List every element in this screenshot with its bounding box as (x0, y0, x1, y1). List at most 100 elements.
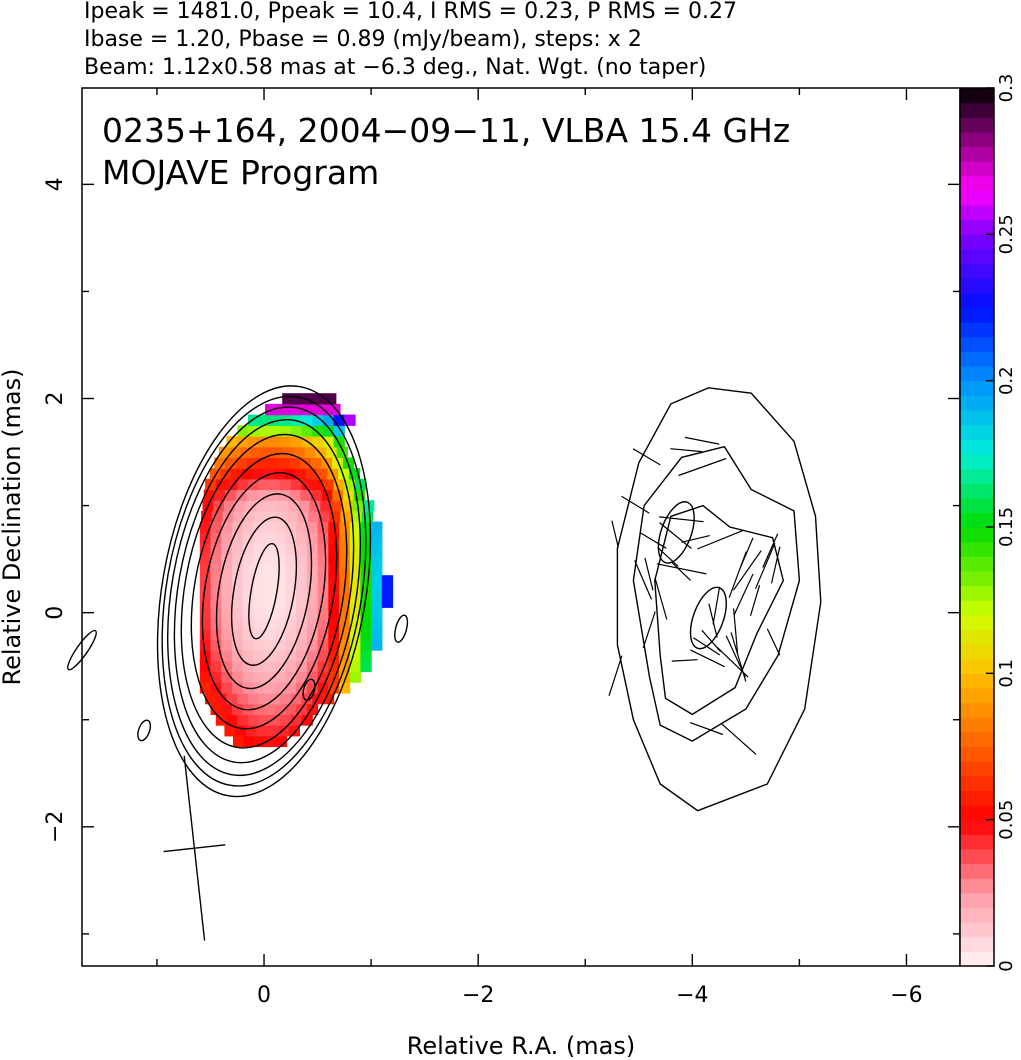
fracpol-pixel (199, 521, 212, 533)
fracpol-pixel (306, 671, 319, 683)
fracpol-pixel (322, 414, 335, 426)
fracpol-pixel (339, 682, 351, 694)
fracpol-pixel (296, 543, 308, 555)
axis-tick-labels: 0 −2 −4 −6 −2 0 2 4 (43, 177, 923, 1008)
fracpol-pixel (381, 575, 394, 587)
fracpol-pixel (225, 489, 237, 501)
fracpol-pixel (274, 628, 286, 640)
evpa-tick (728, 551, 747, 598)
fracpol-pixel (274, 703, 286, 715)
restoring-beam-marker (163, 755, 226, 941)
colorbar-cell (960, 907, 994, 923)
fracpol-pixel (317, 553, 329, 566)
fracpol-pixel (253, 618, 265, 630)
fracpol-pixel (275, 735, 288, 748)
fracpol-pixel (210, 543, 222, 555)
core-contour (161, 395, 367, 787)
evpa-tick (644, 557, 654, 591)
fracpol-pixel (231, 468, 243, 480)
fracpol-pixel (328, 543, 340, 555)
axis-ticks (82, 88, 960, 966)
fracpol-pixel (231, 596, 244, 608)
fracpol-pixel (267, 725, 279, 737)
fracpol-pixel (231, 618, 244, 630)
fracpol-pixel (278, 457, 290, 469)
fracpol-pixel (253, 532, 265, 544)
evpa-tick (670, 448, 702, 453)
fracpol-pixel (242, 628, 254, 640)
evpa-tick (671, 561, 692, 581)
x-tick-label: −4 (676, 983, 708, 1008)
fracpol-pixel (274, 639, 286, 651)
fracpol-pixel (274, 553, 286, 566)
fracpol-pixel (264, 543, 276, 555)
fracpol-pixel (253, 564, 265, 576)
fracpol-pixel (276, 510, 288, 523)
fracpol-pixel (285, 596, 297, 608)
fracpol-pixel (221, 607, 233, 619)
fracpol-pixel (274, 575, 286, 587)
fracpol-pixel (274, 618, 286, 630)
fracpol-pixel (201, 510, 213, 523)
colorbar-cell (960, 336, 994, 352)
colorbar-cell (960, 790, 994, 806)
fracpol-pixel (280, 478, 292, 491)
fracpol-pixel (340, 510, 352, 523)
fracpol-pixel (253, 671, 265, 683)
fracpol-pixel (221, 671, 233, 683)
fracpol-pixel (221, 628, 233, 640)
y-tick-label: 4 (43, 177, 68, 191)
fracpol-pixel (306, 543, 319, 555)
fracpol-pixel (231, 639, 244, 651)
fracpol-pixel (285, 553, 297, 566)
fracpol-pixel (317, 532, 329, 544)
fracpol-pixel (280, 425, 292, 437)
fracpol-pixel (269, 425, 281, 437)
fracpol-pixel (306, 596, 319, 608)
fracpol-pixel (199, 553, 212, 566)
fracpol-pixel (269, 714, 281, 726)
fracpol-pixel (252, 468, 264, 480)
evpa-tick (671, 659, 698, 662)
colorbar-cell (960, 161, 994, 177)
fracpol-pixel (344, 414, 356, 426)
fracpol-pixel (280, 693, 292, 705)
fracpol-pixel (349, 543, 361, 555)
fracpol-pixel (306, 468, 318, 480)
fracpol-pixel (258, 714, 270, 726)
fracpol-pixel (306, 650, 319, 662)
colorbar-cell (960, 556, 994, 572)
fracpol-pixel (338, 468, 350, 480)
evpa-tick (689, 722, 724, 736)
evpa-tick (659, 522, 692, 549)
fracpol-pixel (242, 660, 254, 673)
fracpol-pixel (199, 564, 212, 576)
fracpol-pixel (283, 446, 295, 458)
fracpol-pixel (199, 596, 212, 608)
fracpol-pixel (332, 457, 344, 469)
fracpol-pixel (264, 521, 276, 533)
fracpol-pixel (349, 671, 361, 683)
fracpol-pixel (349, 532, 361, 544)
fracpol-pixel (221, 553, 233, 566)
fracpol-pixel (317, 628, 329, 640)
colorbar-cell (960, 380, 994, 396)
fracpol-pixel (353, 489, 365, 501)
fracpol-pixel (277, 500, 289, 512)
colorbar-cell (960, 263, 994, 279)
fracpol-pixel (246, 457, 258, 469)
fracpol-pixel (253, 521, 265, 533)
fracpol-pixel (211, 510, 224, 523)
fracpol-pixel (223, 500, 236, 512)
colorbar-cell (960, 424, 994, 440)
fracpol-pixel (210, 703, 222, 715)
fracpol-pixel (296, 553, 308, 566)
fracpol-pixel (221, 639, 233, 651)
fracpol-pixel (328, 532, 340, 544)
colorbar-cell (960, 205, 994, 221)
fracpol-pixel (285, 575, 297, 587)
fracpol-pixel (285, 650, 297, 662)
colorbar-cell (960, 234, 994, 250)
colorbar-cell (960, 190, 994, 206)
colorbar-cell (960, 614, 994, 630)
